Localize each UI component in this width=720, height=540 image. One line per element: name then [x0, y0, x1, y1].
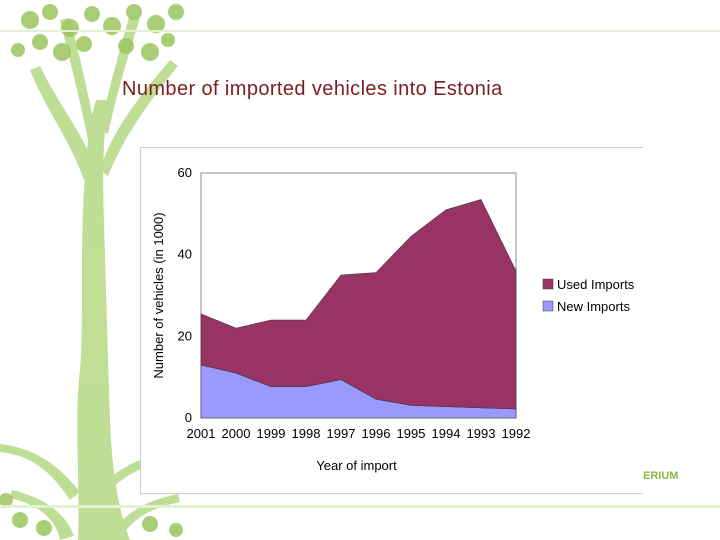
y-tick-label: 60 [178, 165, 192, 180]
x-tick-label: 1995 [397, 426, 426, 441]
legend-swatch [542, 278, 554, 290]
legend-label: Used Imports [557, 277, 635, 292]
series-area-used-imports [200, 199, 517, 410]
x-tick-label: 1997 [327, 426, 356, 441]
x-tick-label: 1993 [467, 426, 496, 441]
x-tick-label: 1999 [257, 426, 286, 441]
legend-label: New Imports [557, 299, 630, 314]
x-tick-label: 1996 [362, 426, 391, 441]
x-tick-label: 1994 [432, 426, 461, 441]
brand-text-fragment: ERIUM [643, 470, 679, 482]
chart-container: 0 20 40 60 2001 2000 1999 1998 1997 1996 1995 1994… [140, 147, 643, 494]
series-areas [200, 199, 517, 419]
y-axis-label: Number of vehicles (in 1000) [151, 212, 166, 378]
y-tick-label: 40 [178, 247, 192, 262]
x-tick-label: 1998 [292, 426, 321, 441]
y-tick-label: 20 [178, 328, 192, 343]
bottom-divider [0, 505, 720, 508]
chart-legend: Used Imports New Imports [542, 277, 635, 314]
y-axis-ticks: 0 20 40 60 [178, 165, 192, 425]
legend-swatch [542, 300, 554, 312]
x-tick-label: 2001 [187, 426, 216, 441]
top-divider [0, 30, 720, 32]
x-tick-label: 2000 [222, 426, 251, 441]
x-axis-label: Year of import [316, 458, 397, 473]
area-chart: 0 20 40 60 2001 2000 1999 1998 1997 1996 1995 1994… [151, 165, 635, 473]
x-axis-ticks: 2001 2000 1999 1998 1997 1996 1995 1994 1993 1992 [187, 426, 531, 441]
slide-title: Number of imported vehicles into Estonia [122, 78, 503, 100]
x-tick-label: 1992 [502, 426, 531, 441]
y-tick-label: 0 [185, 410, 192, 425]
